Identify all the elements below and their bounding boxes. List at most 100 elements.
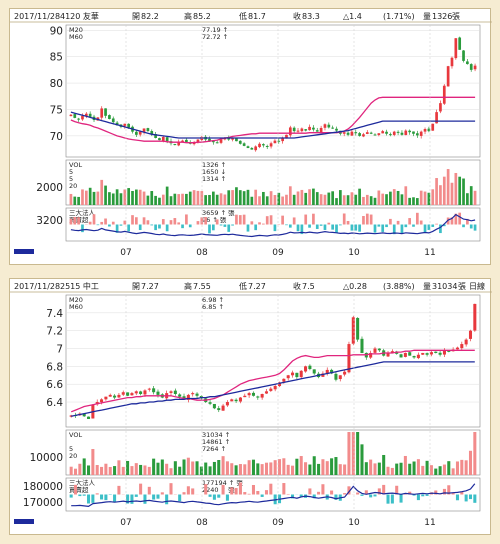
institutional-bar — [223, 224, 227, 227]
institutional-bar — [385, 224, 388, 228]
candle-body — [312, 369, 316, 374]
candle-body — [123, 123, 127, 127]
candle-body — [230, 399, 234, 402]
price-tick-label: 7.2 — [46, 326, 63, 338]
volume-bar — [334, 457, 338, 475]
volume-bar — [360, 444, 364, 475]
candle-body — [390, 351, 394, 353]
volume-bar — [458, 176, 462, 205]
candle-body — [421, 352, 425, 355]
candle-body — [460, 344, 464, 349]
institutional-bar — [323, 224, 327, 230]
candle-body — [454, 38, 458, 59]
candle-body — [308, 365, 312, 370]
candle-body — [338, 375, 342, 380]
candle-body — [419, 131, 423, 136]
volume-bar — [185, 193, 188, 205]
candle-body — [442, 350, 446, 355]
institutional-bar — [188, 224, 192, 228]
volume-bar — [223, 194, 227, 205]
institutional-bar — [242, 214, 246, 225]
candle-body — [269, 388, 273, 391]
candle-body — [196, 139, 200, 143]
volume-bar — [256, 463, 260, 475]
candle-body — [186, 394, 190, 400]
volume-bar — [385, 194, 388, 205]
candle-body — [325, 369, 329, 374]
candle-body — [250, 148, 254, 150]
ma20-line — [70, 96, 476, 144]
candle-body — [312, 127, 315, 130]
volume-bar — [473, 432, 477, 475]
candle-body — [130, 393, 134, 396]
institutional-bar — [258, 222, 261, 225]
volume-bar — [199, 466, 203, 475]
candle-body — [258, 143, 261, 148]
institutional-bar — [212, 494, 216, 500]
volume-bar — [81, 189, 84, 205]
price-tick-label: 90 — [50, 25, 63, 37]
header-high-label: 高 — [184, 11, 192, 21]
institutional-bar — [265, 216, 269, 225]
candle-body — [269, 143, 273, 147]
volume-bar — [412, 197, 415, 205]
candle-body — [147, 388, 151, 390]
candle-body — [342, 132, 346, 134]
institutional-bar — [69, 218, 73, 225]
candle-body — [139, 391, 143, 394]
volume-bar — [78, 463, 82, 475]
institutional-legend-value: 96 ↑ 張 — [202, 216, 227, 224]
volume-bar — [427, 192, 431, 205]
volume-bar — [473, 190, 477, 205]
candle-body — [104, 396, 108, 400]
institutional-bar — [462, 224, 465, 228]
volume-bar — [319, 194, 323, 205]
volume-bar — [439, 185, 442, 205]
institutional-bar — [308, 224, 311, 228]
volume-bar — [285, 194, 288, 205]
candle-body — [211, 140, 215, 143]
institutional-bar — [173, 218, 177, 225]
header-low: 7.27 — [248, 282, 266, 291]
institutional-bar — [104, 218, 107, 225]
institutional-bar — [291, 494, 295, 499]
institutional-bar — [431, 224, 435, 227]
candle-body — [191, 393, 195, 395]
candle-body — [351, 317, 355, 344]
volume-bar — [82, 458, 86, 475]
institutional-bar — [82, 494, 86, 496]
volume-bar — [464, 460, 468, 475]
volume-bar — [154, 195, 157, 205]
institutional-bar — [225, 494, 229, 501]
volume-bar — [392, 189, 396, 205]
volume-legend-label: 5 — [69, 175, 73, 183]
institutional-bar — [285, 224, 288, 226]
institutional-bar — [247, 493, 251, 495]
ma-legend-value: 72.72 ↑ — [202, 33, 228, 41]
volume-bar — [204, 462, 208, 475]
candle-body — [238, 140, 242, 144]
volume-bar — [225, 461, 229, 475]
volume-bar — [299, 456, 303, 475]
volume-bar — [435, 178, 438, 205]
institutional-bar — [147, 486, 151, 495]
chart-panel-2515: 2017/11/28 2515 中工開 7.27 高 7.55 低 7.27 收 7.5 △0.2… — [9, 278, 492, 535]
volume-bar — [273, 460, 277, 475]
header-date: 2017/11/28 — [14, 12, 60, 21]
candle-body — [281, 138, 284, 142]
volume-bar — [231, 190, 234, 205]
volume-bar — [382, 454, 386, 475]
institutional-bar — [350, 224, 354, 231]
price-tick-label: 6.6 — [46, 379, 63, 391]
volume-bar — [281, 196, 284, 205]
volume-bar — [117, 460, 121, 475]
candle-body — [256, 396, 260, 398]
institutional-bar — [100, 494, 104, 500]
institutional-bar — [181, 224, 184, 229]
institutional-bar — [446, 217, 450, 225]
volume-legend-label: 5 — [69, 445, 73, 453]
institutional-bar — [81, 224, 84, 233]
institutional-bar — [425, 494, 429, 496]
volume-bar — [292, 194, 296, 205]
institutional-bar — [117, 485, 121, 495]
